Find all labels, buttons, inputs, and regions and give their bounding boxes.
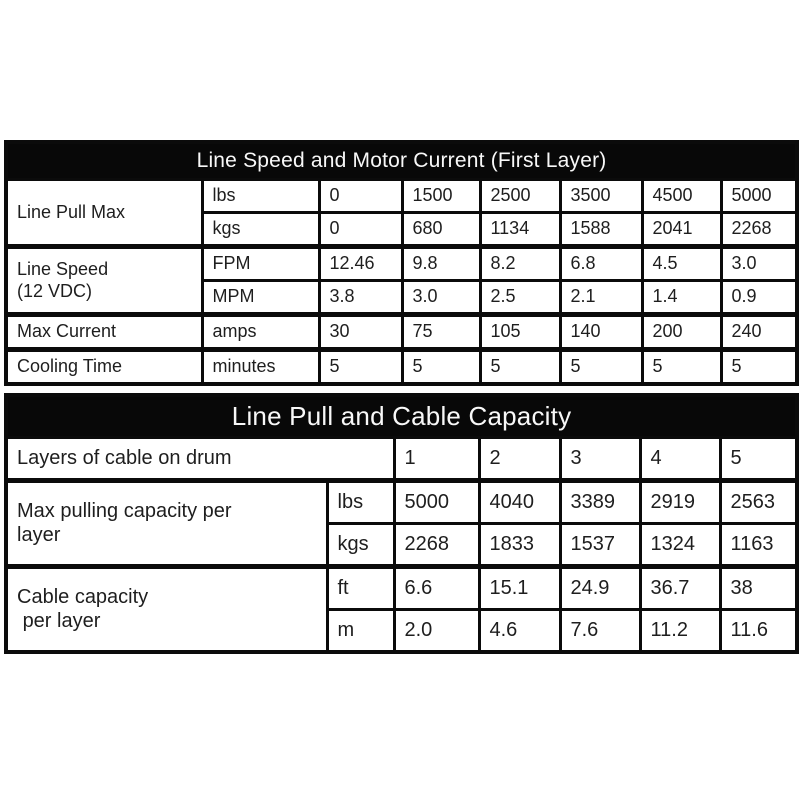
value-cell: 2268: [392, 522, 481, 568]
line-pull-cable-capacity-table: Line Pull and Cable Capacity Layers of c…: [4, 393, 800, 654]
value-cell: 140: [558, 312, 644, 351]
table2-title: Line Pull and Cable Capacity: [4, 393, 799, 439]
value-cell: 3389: [558, 478, 642, 525]
table-row: Cable capacity per layer ft 6.6 15.1 24.…: [4, 564, 799, 654]
value-cell: 3.8: [317, 279, 404, 316]
value-cell: 2.0: [392, 608, 481, 654]
value-cell: 2: [477, 436, 562, 482]
value-cell: 2.5: [478, 279, 562, 316]
value-cell: 1: [392, 436, 481, 482]
value-cell: 105: [478, 312, 562, 351]
value-cell: 30: [317, 312, 404, 351]
unit-cell: FPM: [200, 244, 321, 282]
value-cell: 1588: [558, 211, 644, 248]
value-cell: 2563: [718, 478, 799, 525]
value-cell: 6.8: [558, 244, 644, 282]
row-label-line-pull-max: Line Pull Max: [4, 178, 204, 248]
value-cell: 2041: [640, 211, 723, 248]
value-cell: 24.9: [558, 564, 642, 611]
value-cell: 3500: [558, 178, 644, 214]
value-cell: 8.2: [478, 244, 562, 282]
unit-cell: kgs: [200, 211, 321, 248]
table-row: kgs 2268 1833 1537 1324 1163: [6, 522, 799, 568]
row-label-cable-capacity: Cable capacity per layer: [4, 564, 329, 654]
value-cell: 0: [317, 178, 404, 214]
value-cell: 4500: [640, 178, 723, 214]
table-row: Max Current amps 30 75 105 140 200 240: [4, 312, 799, 351]
value-cell: 2500: [478, 178, 562, 214]
value-cell: 1537: [558, 522, 642, 568]
unit-cell: amps: [200, 312, 321, 351]
value-cell: 9.8: [400, 244, 482, 282]
value-cell: 11.2: [638, 608, 722, 654]
value-cell: 75: [400, 312, 482, 351]
row-label-cooling-time: Cooling Time: [4, 347, 204, 386]
value-cell: 240: [719, 312, 799, 351]
value-cell: 1.4: [640, 279, 723, 316]
value-cell: 4.5: [640, 244, 723, 282]
row-label-layers-of-cable: Layers of cable on drum: [4, 436, 396, 482]
value-cell: 3.0: [719, 244, 799, 282]
value-cell: 3.0: [400, 279, 482, 316]
value-cell: 5: [558, 347, 644, 386]
row-label-line-speed: Line Speed (12 VDC): [4, 244, 204, 316]
unit-cell: lbs: [325, 478, 396, 525]
value-cell: 2919: [638, 478, 722, 525]
value-cell: 680: [400, 211, 482, 248]
value-cell: 15.1: [477, 564, 562, 611]
value-cell: 5: [640, 347, 723, 386]
value-cell: 38: [718, 564, 799, 611]
value-cell: 4: [638, 436, 722, 482]
value-cell: 5: [400, 347, 482, 386]
value-cell: 1163: [718, 522, 799, 568]
table-row: kgs 0 680 1134 1588 2041 2268: [6, 211, 799, 248]
table-row: Layers of cable on drum 1 2 3 4 5: [4, 436, 799, 482]
value-cell: 5: [718, 436, 799, 482]
value-cell: 1324: [638, 522, 722, 568]
value-cell: 1500: [400, 178, 482, 214]
value-cell: 1833: [477, 522, 562, 568]
value-cell: 11.6: [718, 608, 799, 654]
table-row: MPM 3.8 3.0 2.5 2.1 1.4 0.9: [6, 279, 799, 316]
value-cell: 36.7: [638, 564, 722, 611]
table-row: Line Pull Max lbs 0 1500 2500 3500 4500 …: [4, 178, 799, 248]
table-row: Max pulling capacity per layer lbs 5000 …: [4, 478, 799, 568]
unit-cell: kgs: [325, 522, 396, 568]
value-cell: 1134: [478, 211, 562, 248]
table1-title: Line Speed and Motor Current (First Laye…: [4, 140, 799, 181]
unit-cell: minutes: [200, 347, 321, 386]
table-row: m 2.0 4.6 7.6 11.2 11.6: [6, 608, 799, 654]
value-cell: 5000: [392, 478, 481, 525]
unit-cell: m: [325, 608, 396, 654]
value-cell: 4.6: [477, 608, 562, 654]
row-label-max-current: Max Current: [4, 312, 204, 351]
row-label-max-pulling-capacity: Max pulling capacity per layer: [4, 478, 329, 568]
value-cell: 2.1: [558, 279, 644, 316]
value-cell: 3: [558, 436, 642, 482]
line-speed-motor-current-table: Line Speed and Motor Current (First Laye…: [4, 140, 800, 386]
value-cell: 5: [719, 347, 799, 386]
value-cell: 5: [317, 347, 404, 386]
value-cell: 0.9: [719, 279, 799, 316]
value-cell: 5: [478, 347, 562, 386]
value-cell: 12.46: [317, 244, 404, 282]
unit-cell: lbs: [200, 178, 321, 214]
value-cell: 200: [640, 312, 723, 351]
table-row: Line Speed (12 VDC) FPM 12.46 9.8 8.2 6.…: [4, 244, 799, 316]
value-cell: 6.6: [392, 564, 481, 611]
value-cell: 4040: [477, 478, 562, 525]
value-cell: 5000: [719, 178, 799, 214]
value-cell: 7.6: [558, 608, 642, 654]
table-row: Cooling Time minutes 5 5 5 5 5 5: [4, 347, 799, 386]
unit-cell: ft: [325, 564, 396, 611]
value-cell: 2268: [719, 211, 799, 248]
unit-cell: MPM: [200, 279, 321, 316]
value-cell: 0: [317, 211, 404, 248]
